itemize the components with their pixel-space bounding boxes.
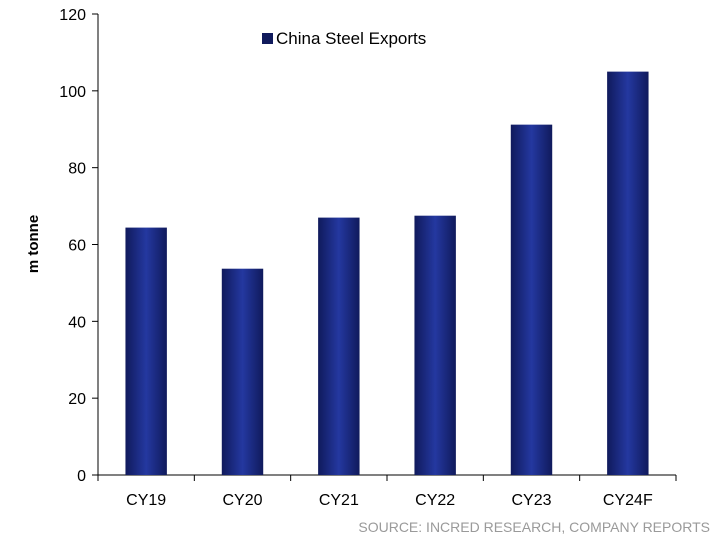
y-axis-title: m tonne [25,215,42,273]
source-note: SOURCE: INCRED RESEARCH, COMPANY REPORTS [358,519,710,535]
y-tick-label: 100 [59,84,86,101]
bar [221,268,264,475]
legend-swatch [262,33,273,44]
bar [607,71,649,475]
bar [510,124,553,475]
y-tick-label: 60 [68,238,86,255]
bars [125,71,649,475]
y-tick-label: 20 [68,391,86,408]
x-tick-label: CY23 [511,492,551,509]
bar [125,227,167,475]
y-tick-label: 80 [68,161,86,178]
y-tick-label: 120 [59,7,86,24]
x-tick-label: CY19 [126,492,166,509]
y-tick-label: 40 [68,314,86,331]
x-tick-label: CY22 [415,492,455,509]
bar [318,217,360,475]
y-axis: 0 20 40 60 80 100 120 [59,7,99,485]
legend: China Steel Exports [262,29,426,48]
x-tick-label: CY20 [222,492,262,509]
bar [414,215,456,475]
x-tick-label: CY24F [603,492,653,509]
x-axis: CY19 CY20 CY21 CY22 CY23 CY24F [97,474,677,509]
legend-label: China Steel Exports [276,29,426,48]
x-tick-label: CY21 [319,492,359,509]
y-tick-label: 0 [77,468,86,485]
